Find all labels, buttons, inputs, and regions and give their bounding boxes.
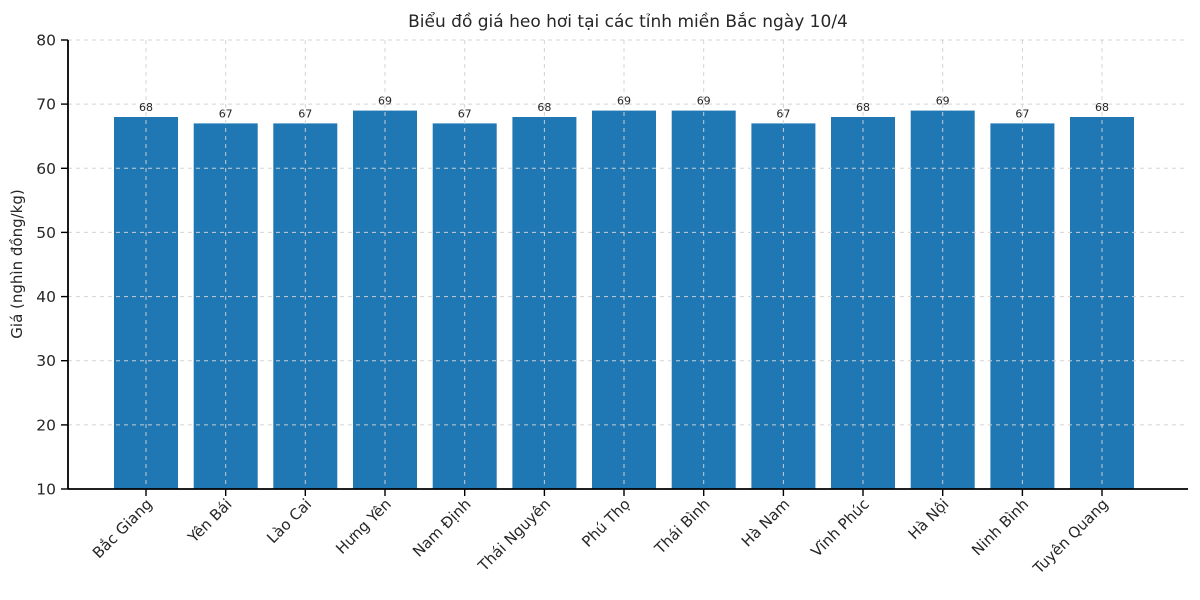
y-axis-label: Giá (nghìn đồng/kg) [8,189,26,338]
bar-value-label: 68 [139,101,153,114]
x-tick-label: Hưng Yên [332,495,395,558]
y-tick-label: 70 [36,96,56,114]
y-tick-label: 60 [36,160,56,178]
x-tick-label: Tuyên Quang [1029,495,1112,578]
plot-area: 10 20 30 40 50 60 70 80 Bắc Giang Yên Bái Lào Cai H… [36,32,1188,578]
bar-value-label: 68 [856,101,870,114]
x-tick-label: Hà Nam [738,495,793,550]
chart-title: Biểu đồ giá heo hơi tại các tỉnh miền Bắ… [408,11,848,32]
x-tick-label: Phú Thọ [578,495,634,551]
x-tick-label: Bắc Giang [89,495,156,562]
bar-value-label: 67 [1015,107,1029,120]
y-tick-label: 30 [36,352,56,370]
bar-value-label: 69 [378,95,392,108]
bar-value-label: 67 [298,107,312,120]
bar-value-label: 69 [617,95,631,108]
y-tick-label: 50 [36,224,56,242]
x-tick-label: Lào Cai [263,495,315,547]
bar-value-label: 67 [458,107,472,120]
bar-value-label: 69 [936,95,950,108]
x-tick-label: Vĩnh Phúc [807,495,872,560]
bar-value-label: 67 [776,107,790,120]
x-tick-label: Thái Bình [650,495,713,558]
x-tick-label: Thái Nguyên [474,495,554,575]
bar-value-label: 69 [697,95,711,108]
y-tick-label: 20 [36,416,56,434]
y-tick-label: 40 [36,288,56,306]
y-tick-label: 80 [36,32,56,50]
bar-value-label: 68 [1095,101,1109,114]
x-tick-label: Hà Nội [905,495,953,543]
bar-value-label: 68 [537,101,551,114]
x-tick-label: Ninh Bình [968,495,1032,559]
x-tick-label: Nam Định [409,495,474,560]
x-tick-label: Yên Bái [184,495,236,547]
y-tick-label: 10 [36,481,56,499]
bar-value-label: 67 [219,107,233,120]
